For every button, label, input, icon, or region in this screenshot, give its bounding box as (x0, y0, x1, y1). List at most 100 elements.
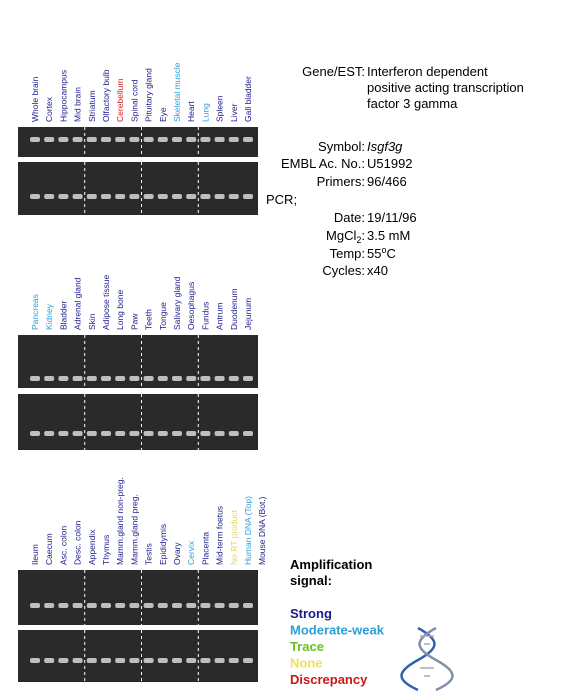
lane-label: Lung (200, 103, 210, 122)
lane-label: Skin (87, 313, 97, 330)
lane-label: Long bone (115, 290, 125, 330)
gel-band (186, 376, 197, 381)
lane-label: Cerebellum (115, 79, 125, 122)
gel-band (243, 194, 253, 199)
gel-band (186, 658, 197, 663)
info-label: Primers: (317, 174, 365, 189)
gel-band (115, 431, 126, 436)
info-value: factor 3 gamma (367, 96, 458, 111)
gel-band (143, 137, 154, 142)
gel-band (58, 658, 69, 663)
gel-band (186, 603, 197, 608)
gel-band (101, 194, 111, 199)
dna-icon (400, 626, 454, 692)
gel-band (243, 658, 253, 663)
lane-label: Human DNA (Top) (243, 496, 253, 565)
gel-band (157, 431, 168, 436)
gel-band (228, 194, 239, 199)
info-label: Cycles: (322, 263, 365, 278)
info-value: 19/11/96 (367, 210, 417, 225)
gel-band (157, 603, 168, 608)
gel-band (172, 376, 182, 381)
gel-band (157, 137, 168, 142)
gel-band (101, 431, 111, 436)
gel-band (115, 376, 126, 381)
gel-band (58, 194, 69, 199)
gel-band (86, 431, 97, 436)
gel-band (115, 603, 126, 608)
lane-label: Tongue (158, 302, 168, 330)
gel-band (143, 658, 154, 663)
gel-band (30, 137, 40, 142)
legend-item: None (290, 656, 323, 671)
lane-label: Striatum (87, 90, 97, 122)
gel-band (228, 603, 239, 608)
info-label: MgCl2: (326, 228, 365, 245)
gel-band (129, 431, 140, 436)
gel-band (172, 137, 182, 142)
gel-band (44, 194, 55, 199)
gel-band (30, 376, 40, 381)
panel: Pancreas Kidney Bladder Adrenal gland Skin Ad… (18, 274, 258, 450)
gel-band (186, 431, 197, 436)
gel-band (58, 137, 69, 142)
gel-band (143, 431, 154, 436)
gel-band (172, 194, 182, 199)
gel-band (143, 376, 154, 381)
gel-band (44, 137, 55, 142)
gel-band (58, 376, 69, 381)
lane-label: Pituitary gland (144, 68, 154, 122)
lane-label: Cortex (44, 96, 54, 122)
lane-label: Mid brain (73, 87, 83, 122)
info-value: 3.5 mM (367, 228, 410, 243)
legend-title: Amplification (290, 557, 372, 572)
info-value: U51992 (367, 156, 413, 171)
gel-band (214, 658, 225, 663)
gel-band (30, 658, 40, 663)
lane-label: Caecum (44, 533, 54, 565)
gel-band (129, 194, 140, 199)
info-label: Date: (334, 210, 365, 225)
gel-band (129, 137, 140, 142)
lane-label: Gall bladder (243, 76, 253, 122)
gel-band (115, 658, 126, 663)
lane-label: Antrum (215, 303, 225, 330)
gel-band (44, 376, 55, 381)
info-value: 55 (367, 246, 381, 261)
lane-label: Mid-term foetus (215, 506, 225, 565)
lane-label: Kidney (44, 303, 54, 330)
lane-label: Adipose tissue (101, 274, 111, 330)
gel-band (200, 376, 211, 381)
info-value: positive acting transcription (367, 80, 524, 95)
legend-item: Moderate-weak (290, 623, 385, 638)
gel-band (44, 603, 55, 608)
lane-label: Mouse DNA (Bot.) (257, 496, 267, 565)
lane-label: Cervix (186, 540, 196, 565)
panel: Whole brain Cortex Hippocampus Mid brain Str… (18, 62, 258, 215)
info-block: Gene/EST: Interferon dependent positive … (266, 64, 524, 278)
gel-band (44, 431, 55, 436)
lane-label: Ileum (30, 544, 40, 565)
gel-band (115, 137, 126, 142)
gel-band (228, 137, 239, 142)
gel-band (214, 137, 225, 142)
gel-band (228, 376, 239, 381)
gel-image (18, 394, 258, 450)
lane-label: Duodenum (229, 288, 239, 330)
gel-band (243, 376, 253, 381)
lane-label: Bladder (58, 301, 68, 330)
gel-band (30, 431, 40, 436)
gel-image (18, 570, 258, 625)
lane-label: Paw (129, 313, 139, 330)
info-value: C (386, 246, 395, 261)
gel-band (200, 194, 211, 199)
gel-band (58, 431, 69, 436)
lane-label: Hippocampus (58, 70, 68, 122)
lane-label: Eye (158, 107, 168, 122)
lane-label: Whole brain (30, 76, 40, 122)
gel-image (18, 162, 258, 215)
lane-label: Spinal cord (129, 79, 139, 122)
info-label: PCR; (266, 192, 297, 207)
gel-band (243, 137, 253, 142)
